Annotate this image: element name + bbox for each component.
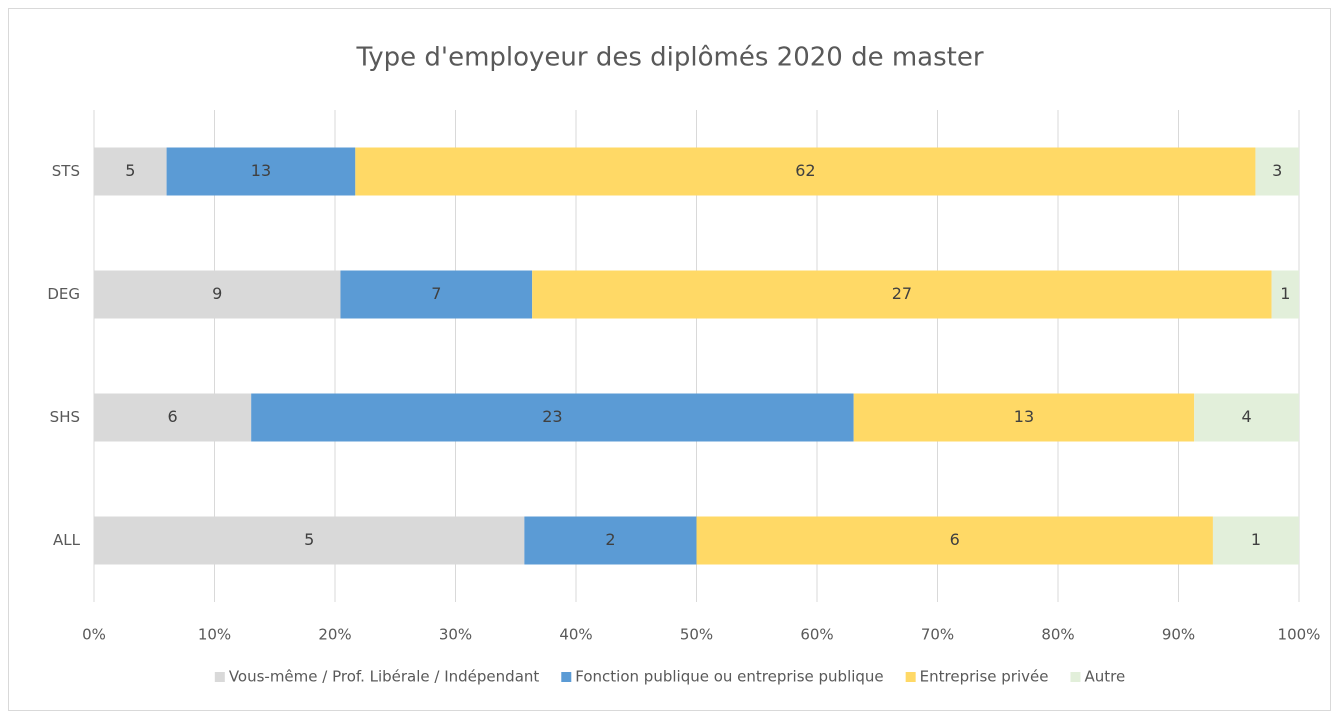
legend-swatch (1070, 672, 1081, 682)
data-label: 6 (167, 407, 177, 426)
data-label: 4 (1242, 407, 1252, 426)
x-tick-label: 90% (1162, 626, 1195, 644)
bar-segment (696, 516, 1213, 565)
data-label: 1 (1251, 530, 1261, 549)
bar-segment (1271, 270, 1299, 319)
legend-label: Fonction publique ou entreprise publique (575, 668, 883, 686)
data-label: 6 (950, 530, 960, 549)
chart-frame (8, 8, 1331, 711)
bar-segment (166, 147, 356, 196)
x-tick-label: 30% (439, 626, 472, 644)
data-label: 9 (212, 284, 222, 303)
bar-segment (94, 270, 341, 319)
data-label: 27 (892, 284, 912, 303)
bar-segment (524, 516, 697, 565)
x-tick-label: 40% (559, 626, 592, 644)
data-label: 5 (304, 530, 314, 549)
bar-segment (853, 393, 1195, 442)
data-label: 13 (1014, 407, 1034, 426)
bar-segment (532, 270, 1272, 319)
y-tick-label: DEG (47, 285, 80, 303)
x-tick-label: 70% (921, 626, 954, 644)
bar-segment (355, 147, 1256, 196)
legend-swatch (905, 672, 916, 682)
x-tick-label: 10% (198, 626, 231, 644)
data-label: 7 (431, 284, 441, 303)
legend-label: Entreprise privée (920, 668, 1049, 686)
x-tick-label: 0% (82, 626, 106, 644)
bar-segment (94, 516, 525, 565)
x-tick-label: 100% (1278, 626, 1321, 644)
data-label: 23 (542, 407, 562, 426)
x-tick-label: 80% (1041, 626, 1074, 644)
data-label: 1 (1280, 284, 1290, 303)
x-tick-label: 60% (800, 626, 833, 644)
y-tick-label: STS (52, 162, 80, 180)
x-tick-label: 20% (318, 626, 351, 644)
bar-segment (251, 393, 854, 442)
y-tick-label: ALL (53, 531, 81, 549)
data-label: 3 (1272, 161, 1282, 180)
legend-label: Vous-même / Prof. Libérale / Indépendant (229, 668, 540, 686)
data-label: 13 (251, 161, 271, 180)
x-tick-label: 50% (680, 626, 713, 644)
bar-segment (1212, 516, 1299, 565)
data-label: 2 (605, 530, 615, 549)
y-tick-label: SHS (50, 408, 80, 426)
data-label: 62 (795, 161, 815, 180)
data-label: 5 (125, 161, 135, 180)
bar-segment (1194, 393, 1299, 442)
legend-label: Autre (1084, 668, 1125, 686)
legend-swatch (214, 672, 225, 682)
legend-swatch (561, 672, 572, 682)
bar-segment (1255, 147, 1299, 196)
bar-segment (94, 393, 252, 442)
chart-title: Type d'employeur des diplômés 2020 de ma… (355, 43, 983, 73)
bar-segment (340, 270, 533, 319)
bar-segment (94, 147, 167, 196)
